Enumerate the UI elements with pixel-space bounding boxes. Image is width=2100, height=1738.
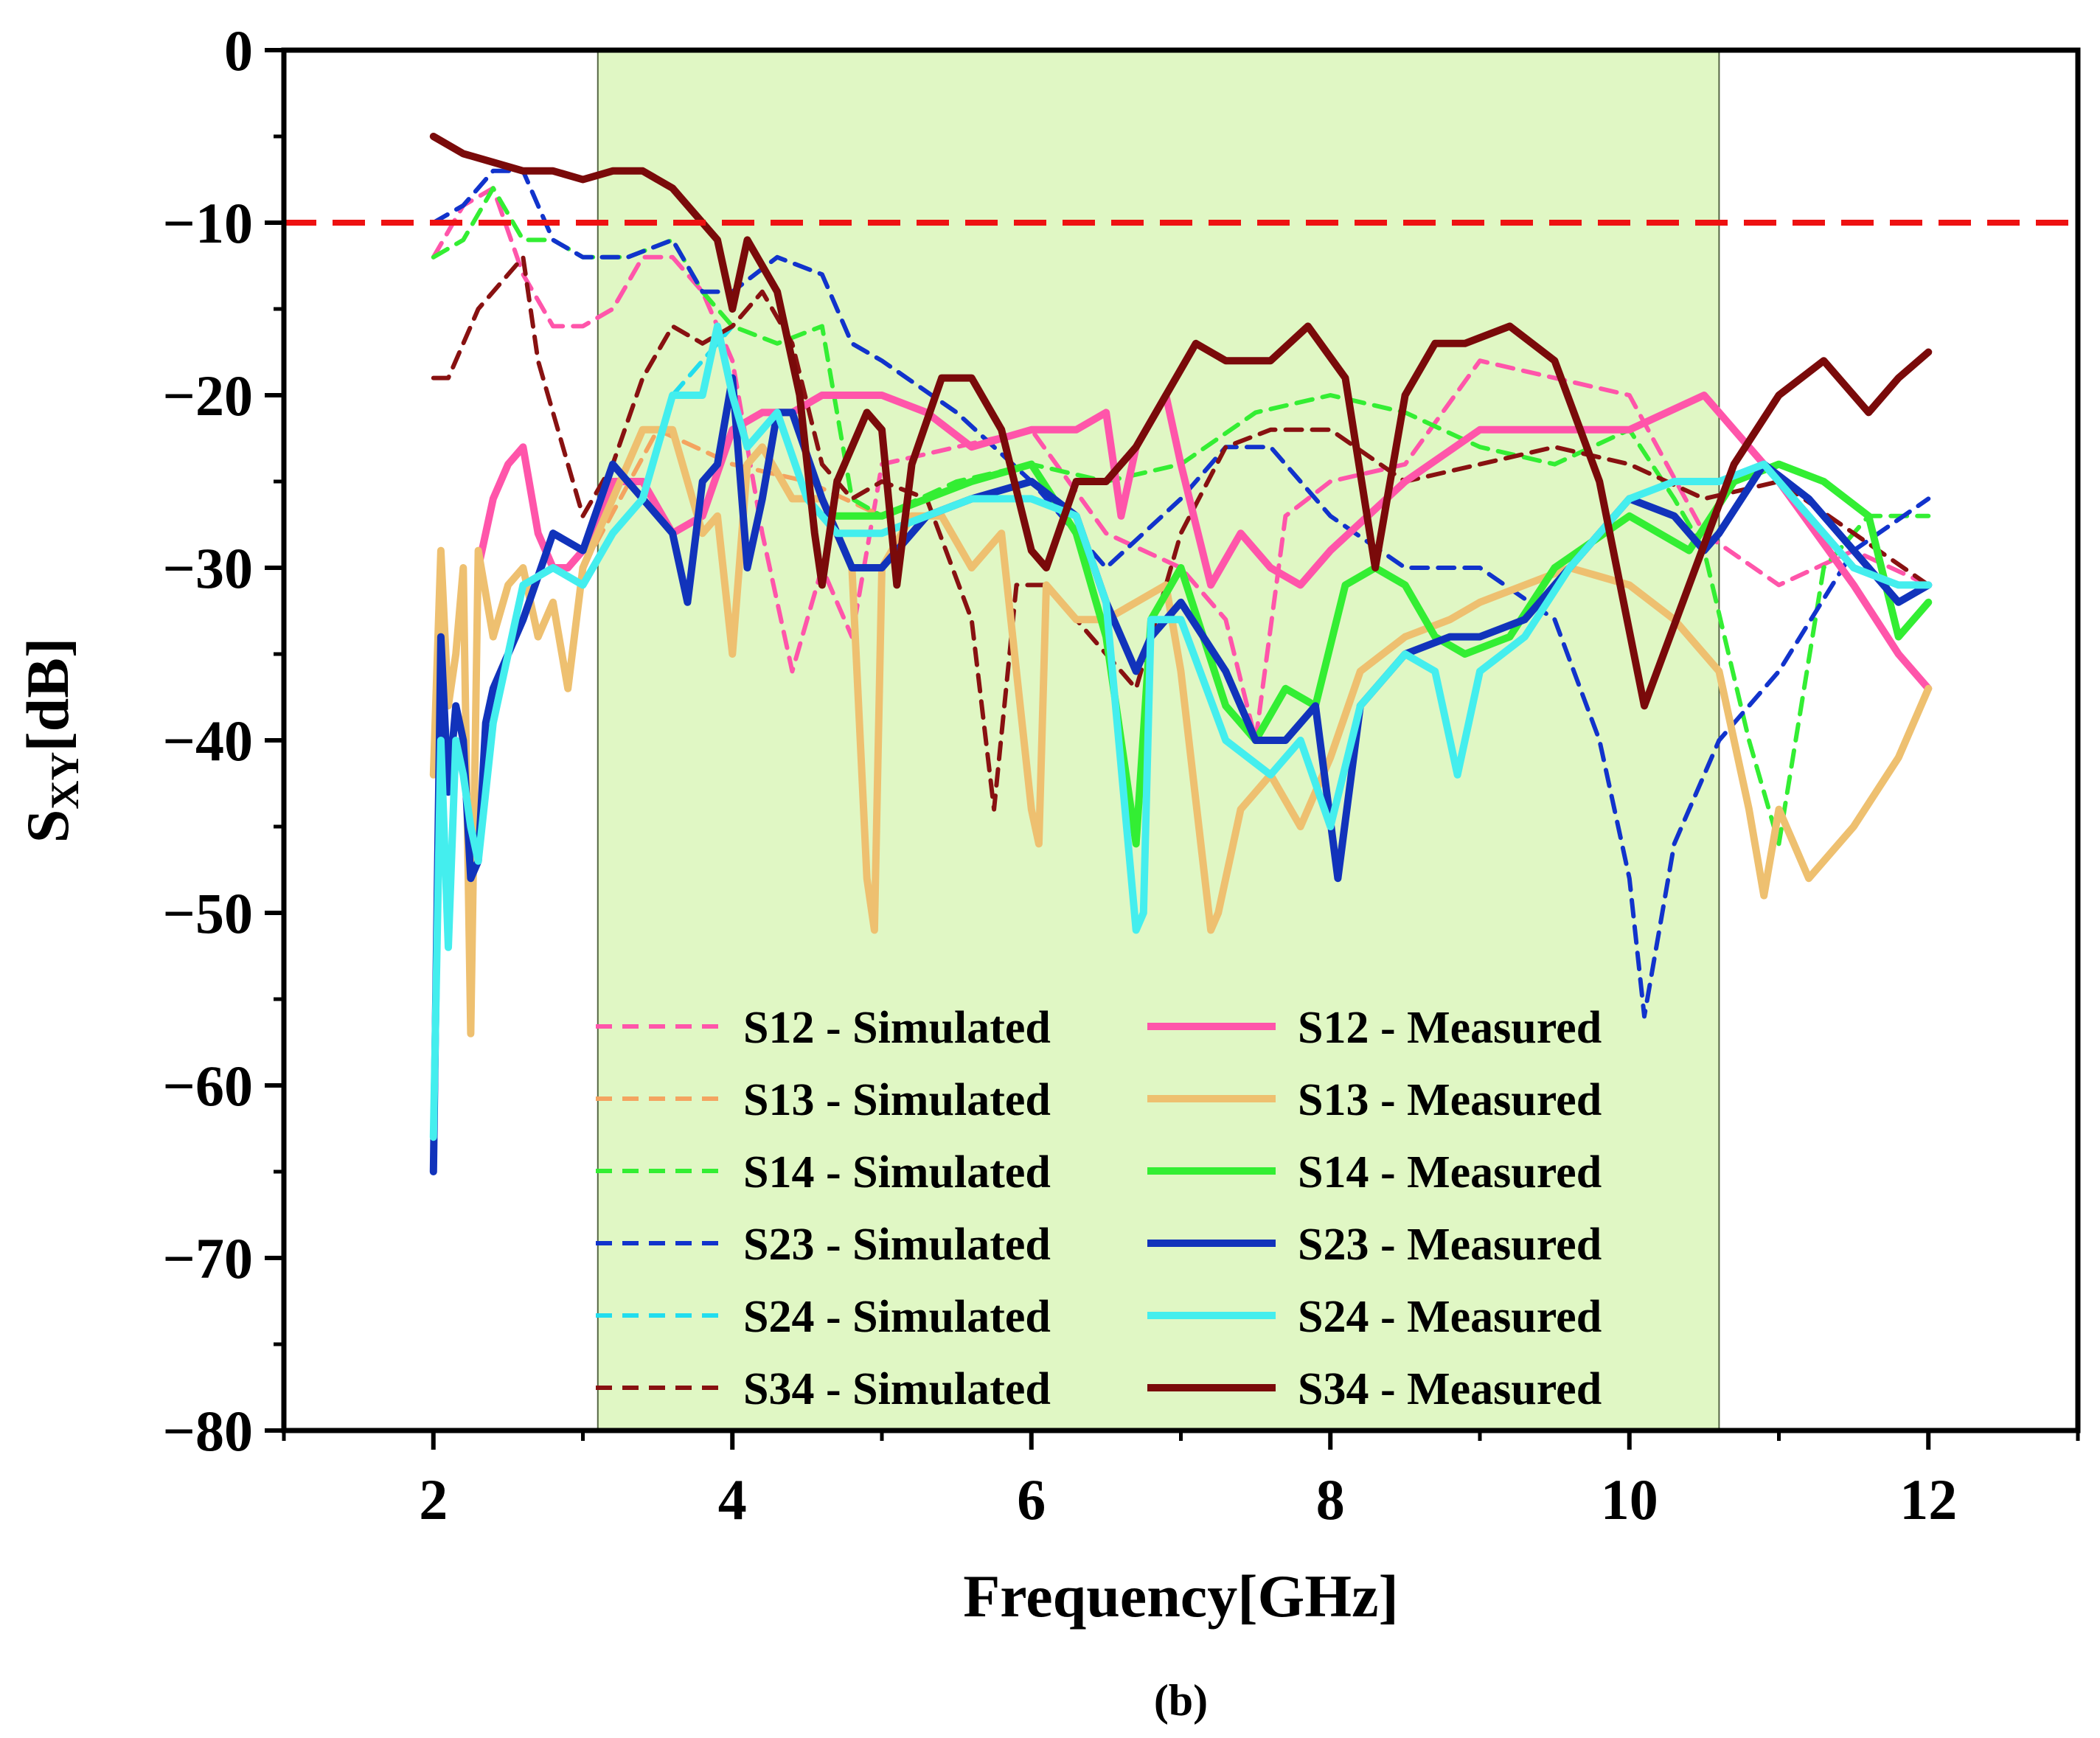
y-tick-label: 0	[224, 18, 253, 83]
uwb-shaded-band	[597, 50, 1720, 1431]
y-tick-label: −40	[163, 709, 253, 773]
y-tick-label: −20	[163, 364, 253, 428]
y-tick-label: −60	[163, 1054, 253, 1118]
series-line-s12-measured	[474, 392, 1933, 692]
y-tick-label: −50	[163, 881, 253, 945]
y-tick-label: −80	[163, 1399, 253, 1463]
x-tick-label: 6	[1017, 1467, 1046, 1532]
x-tick-label: 8	[1316, 1467, 1345, 1532]
legend-label: S14 - Simulated	[743, 1147, 1051, 1198]
x-tick-label: 12	[1899, 1467, 1957, 1532]
y-tick-label: −10	[163, 191, 253, 255]
legend-label: S13 - Simulated	[743, 1075, 1051, 1125]
y-axis: 0 −10 −20 −30 −40 −50 −60 −70 −80	[163, 18, 284, 1463]
legend-label: S24 - Measured	[1298, 1292, 1602, 1342]
series-line-s13-measured	[429, 425, 1933, 1037]
series-line-s34-measured	[429, 133, 1933, 710]
legend-label: S14 - Measured	[1298, 1147, 1602, 1198]
y-tick-label: −30	[163, 536, 253, 600]
x-axis: 2 4 6 8 10 12	[282, 1431, 2080, 1532]
legend-label: S13 - Measured	[1298, 1075, 1602, 1125]
figure-caption: (b)	[1154, 1676, 1208, 1725]
legend-label: S23 - Measured	[1298, 1220, 1602, 1270]
y-axis-title-unit: [dB]	[14, 638, 81, 752]
legend-label: S23 - Simulated	[743, 1220, 1051, 1270]
series-line-s12-simulated	[431, 186, 1931, 743]
legend-label: S12 - Measured	[1298, 1003, 1602, 1053]
x-tick-label: 4	[718, 1467, 747, 1532]
series-layer	[429, 133, 1933, 1175]
legend-label: S24 - Simulated	[743, 1292, 1051, 1342]
y-axis-title-main: S	[14, 810, 81, 844]
y-axis-title: SXY[dB]	[14, 638, 87, 844]
series-line-s14-measured	[818, 460, 1933, 848]
series-line-s24-simulated	[670, 324, 735, 397]
legend: S12 - Simulated S13 - Simulated S14 - Simu…	[596, 1003, 1602, 1414]
x-tick-label: 10	[1601, 1467, 1658, 1532]
legend-label: S34 - Simulated	[743, 1364, 1051, 1414]
series-line-s24-measured	[429, 322, 1933, 1141]
legend-label: S34 - Measured	[1298, 1364, 1602, 1414]
y-tick-label: −70	[163, 1226, 253, 1290]
x-tick-label: 2	[419, 1467, 448, 1532]
y-axis-title-subscript: XY	[43, 752, 87, 810]
x-axis-title: Frequency[GHz]	[963, 1563, 1399, 1630]
legend-label: S12 - Simulated	[743, 1003, 1051, 1053]
